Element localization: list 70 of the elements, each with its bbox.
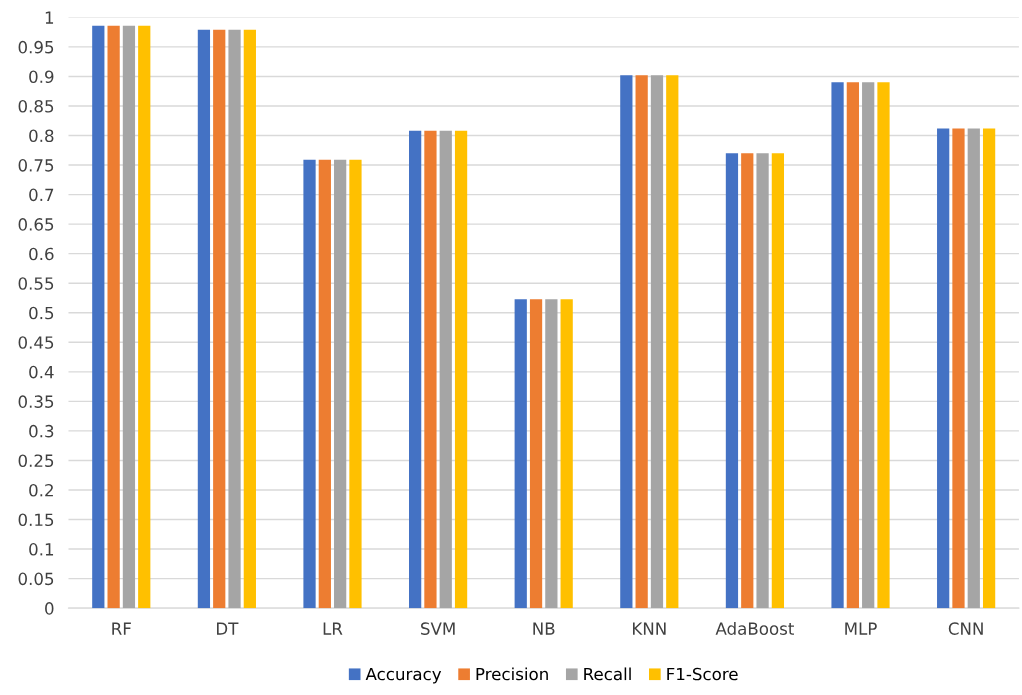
- bar: [967, 128, 980, 609]
- bar: [666, 75, 679, 609]
- x-tick-label: NB: [533, 622, 555, 635]
- bar: [318, 159, 331, 609]
- x-tick-label: CNN: [948, 622, 983, 635]
- bar: [122, 25, 136, 609]
- bar: [635, 75, 648, 609]
- bar: [424, 130, 437, 609]
- x-tick-label: RF: [112, 622, 131, 635]
- bar: [514, 299, 527, 609]
- bar: [409, 130, 422, 609]
- bar: [454, 130, 468, 609]
- bar: [937, 128, 950, 609]
- y-tick-label: 0.25: [18, 454, 54, 468]
- y-tick-label: 0.95: [18, 40, 54, 54]
- bar: [620, 75, 633, 609]
- y-tick-label: 0.35: [18, 395, 54, 408]
- y-tick-label: 0.85: [18, 99, 54, 113]
- x-tick-label: SVM: [421, 622, 455, 635]
- legend-label: Recall: [584, 667, 631, 681]
- bar: [138, 25, 151, 609]
- bar: [756, 153, 769, 609]
- y-tick-label: 0.6: [29, 247, 54, 261]
- y-tick-label: 0.65: [18, 218, 54, 231]
- y-tick-label: 0.05: [18, 572, 54, 586]
- y-tick-label: 0.45: [18, 336, 54, 349]
- x-tick-label: LR: [323, 622, 343, 635]
- bar: [560, 299, 573, 609]
- bar: [545, 299, 558, 609]
- x-tick-label: MLP: [845, 622, 877, 635]
- bar: [529, 299, 543, 609]
- legend-label: Precision: [476, 667, 548, 681]
- y-tick-label: 0.4: [29, 365, 54, 379]
- bar: [303, 159, 316, 609]
- bar: [334, 159, 347, 609]
- x-tick-label: AdaBoost: [715, 622, 794, 635]
- x-tick-label: DT: [217, 622, 239, 635]
- bar: [831, 82, 844, 609]
- y-tick-label: 0.2: [29, 483, 53, 497]
- bar: [439, 130, 452, 609]
- bar: [982, 128, 996, 609]
- y-tick-label: 0.55: [18, 277, 54, 290]
- y-tick-label: 0.5: [29, 306, 54, 320]
- y-tick-label: 0.8: [29, 129, 54, 143]
- y-tick-label: 0.75: [18, 159, 54, 172]
- bar: [862, 82, 875, 609]
- y-tick-label: 0.3: [29, 424, 54, 438]
- legend-label: Accuracy: [365, 667, 442, 684]
- bar: [877, 82, 890, 609]
- y-tick-label: 0: [45, 602, 54, 615]
- bar: [107, 25, 120, 609]
- bar: [650, 75, 664, 609]
- x-tick-label: KNN: [633, 622, 666, 635]
- bar: [228, 29, 241, 609]
- legend-label: F1-Score: [667, 667, 738, 681]
- y-tick-label: 0.15: [18, 513, 54, 527]
- bar: [243, 29, 256, 609]
- bar: [197, 29, 211, 609]
- bar: [725, 153, 739, 609]
- y-tick-label: 0.9: [29, 70, 54, 84]
- bar: [846, 82, 859, 609]
- y-tick-label: 1: [45, 11, 54, 24]
- bar: [741, 153, 754, 609]
- y-tick-label: 0.1: [29, 543, 54, 556]
- bar: [213, 29, 226, 609]
- y-tick-label: 0.7: [29, 188, 54, 202]
- bar: [771, 153, 785, 609]
- bar: [952, 128, 965, 609]
- bar: [349, 159, 362, 609]
- bar: [92, 25, 105, 609]
